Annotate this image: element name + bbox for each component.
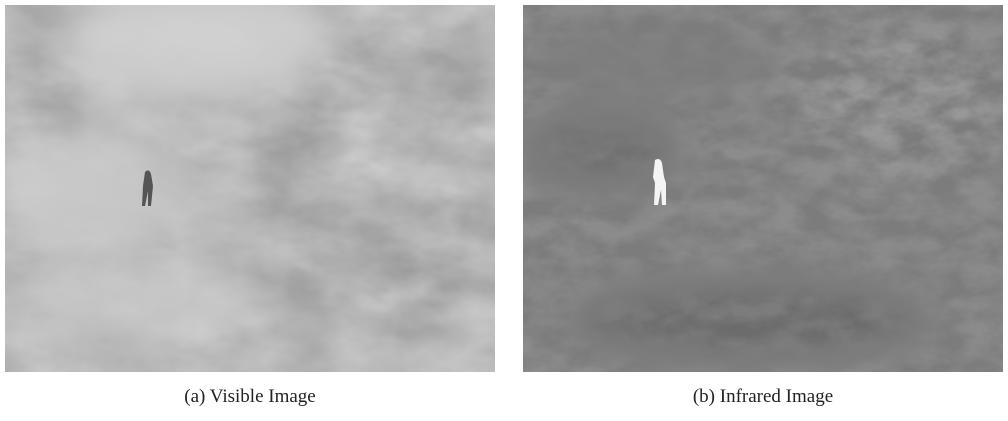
caption: (a) Visible Image: [184, 386, 315, 407]
infrared-image: [520, 5, 1003, 372]
visible-image: [0, 0, 510, 372]
figure: (a) Visible Image (b) Infrared Image: [0, 0, 1008, 416]
caption: (b) Infrared Image: [693, 386, 833, 407]
